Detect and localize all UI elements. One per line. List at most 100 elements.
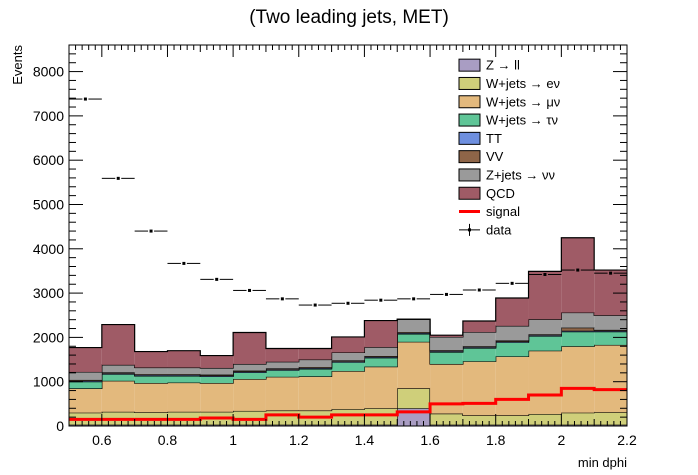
stack-bar <box>430 413 463 425</box>
legend-label: Z → ll <box>486 58 520 73</box>
data-point <box>444 292 448 296</box>
y-tick-label: 0 <box>56 418 64 434</box>
stack-bar <box>298 376 332 411</box>
data-point <box>510 281 514 285</box>
stack-bar <box>134 424 168 426</box>
data-point <box>248 288 252 292</box>
stack-bar <box>134 375 168 384</box>
x-tick-label: 0.6 <box>92 432 112 448</box>
stack-bar <box>331 409 365 425</box>
legend-entry-5: VV <box>458 149 504 164</box>
data-point <box>412 297 416 301</box>
stack-bar <box>594 315 627 330</box>
stack-bar <box>331 424 365 426</box>
legend-label: W+jets → τν <box>486 113 558 128</box>
data-point <box>182 261 186 265</box>
legend-entry-7: QCD <box>458 186 515 201</box>
data-point <box>215 277 219 281</box>
stack-bar <box>134 383 168 413</box>
stack-bar <box>200 367 234 375</box>
stack-bar <box>430 335 463 337</box>
stack-bar <box>331 371 365 410</box>
stack-bar <box>397 341 431 389</box>
stack-bar <box>265 410 299 425</box>
data-point <box>313 303 317 307</box>
y-axis-title: Events <box>10 45 25 85</box>
x-axis: 0.6 0.8 1 1.2 1.4 1.6 1.8 2 2.2 <box>68 45 637 448</box>
y-tick-label: 7000 <box>33 108 64 124</box>
stack-bar <box>462 332 496 347</box>
stack-bar <box>430 363 463 414</box>
stack-bar <box>167 424 201 426</box>
stack-bar <box>561 346 595 413</box>
stack-bar <box>528 271 562 320</box>
data-point <box>149 229 153 233</box>
stack-bar <box>528 319 562 335</box>
stack-bar <box>495 424 529 426</box>
stack-bar <box>200 376 234 384</box>
legend-swatch <box>458 113 481 127</box>
stack-series-7 <box>69 237 627 372</box>
stack-bar <box>561 424 595 426</box>
stack-bar <box>397 388 431 409</box>
stack-bar <box>167 375 201 383</box>
y-tick-label: 6000 <box>33 152 64 168</box>
stack-bar <box>101 374 135 381</box>
legend-swatch <box>458 95 481 109</box>
stack-bar <box>167 367 201 375</box>
stack-bar <box>265 376 299 411</box>
legend-swatch <box>458 131 481 145</box>
plot-frame <box>68 44 628 427</box>
stack-bar <box>233 424 266 426</box>
legend-label: W+jets → eν <box>486 76 560 91</box>
x-tick-label: 1 <box>229 432 237 448</box>
data-point <box>83 97 87 101</box>
stack-bar <box>298 424 332 426</box>
stack-bar <box>233 332 266 364</box>
data-point <box>346 301 350 305</box>
stack-bar <box>495 356 529 416</box>
stack-bar <box>528 424 562 426</box>
legend: Z → ll W+jets → eν W+jets → μν W+jets → τν T… <box>458 58 560 237</box>
stack-bar <box>265 370 299 377</box>
legend-entry-1: W+jets → eν <box>458 76 560 91</box>
stack-bar <box>397 333 431 342</box>
data-point <box>576 268 580 272</box>
stack-bar <box>200 355 234 368</box>
stack-bar <box>430 336 463 351</box>
stack-bar <box>528 414 562 425</box>
stack-bar <box>364 347 398 357</box>
stack-bar <box>69 424 102 426</box>
stack-bar <box>233 372 266 380</box>
y-axis: 0 1000 2000 3000 4000 5000 6000 7000 8000 <box>33 44 627 434</box>
y-tick-label: 2000 <box>33 329 64 345</box>
legend-swatch <box>468 228 471 232</box>
stack-bar <box>594 331 627 345</box>
stack-bar <box>265 424 299 426</box>
legend-label: QCD <box>486 186 515 201</box>
signal-line <box>69 386 627 421</box>
stack-bar <box>364 366 398 409</box>
legend-label: data <box>486 222 512 237</box>
stack-bar <box>397 319 431 333</box>
legend-label: Z+jets → νν <box>486 167 555 182</box>
stack-bar <box>495 342 529 357</box>
stack-bar <box>233 379 266 411</box>
legend-label: TT <box>486 131 502 146</box>
stack-bar <box>101 380 135 412</box>
legend-label: VV <box>486 149 504 164</box>
stack-bar <box>265 348 299 362</box>
legend-swatch <box>458 58 481 72</box>
stack-bar <box>594 424 627 426</box>
stack-bar <box>298 348 332 360</box>
legend-label: signal <box>486 204 520 219</box>
stack-bar <box>331 352 365 361</box>
x-tick-label: 1.8 <box>486 432 506 448</box>
stack-bar <box>200 383 234 412</box>
stack-bar <box>331 362 365 372</box>
stack-bar <box>561 312 595 328</box>
data-point <box>116 176 120 180</box>
stack-bar <box>462 321 496 333</box>
stack-bar <box>364 424 398 426</box>
stack-bar <box>69 371 102 380</box>
